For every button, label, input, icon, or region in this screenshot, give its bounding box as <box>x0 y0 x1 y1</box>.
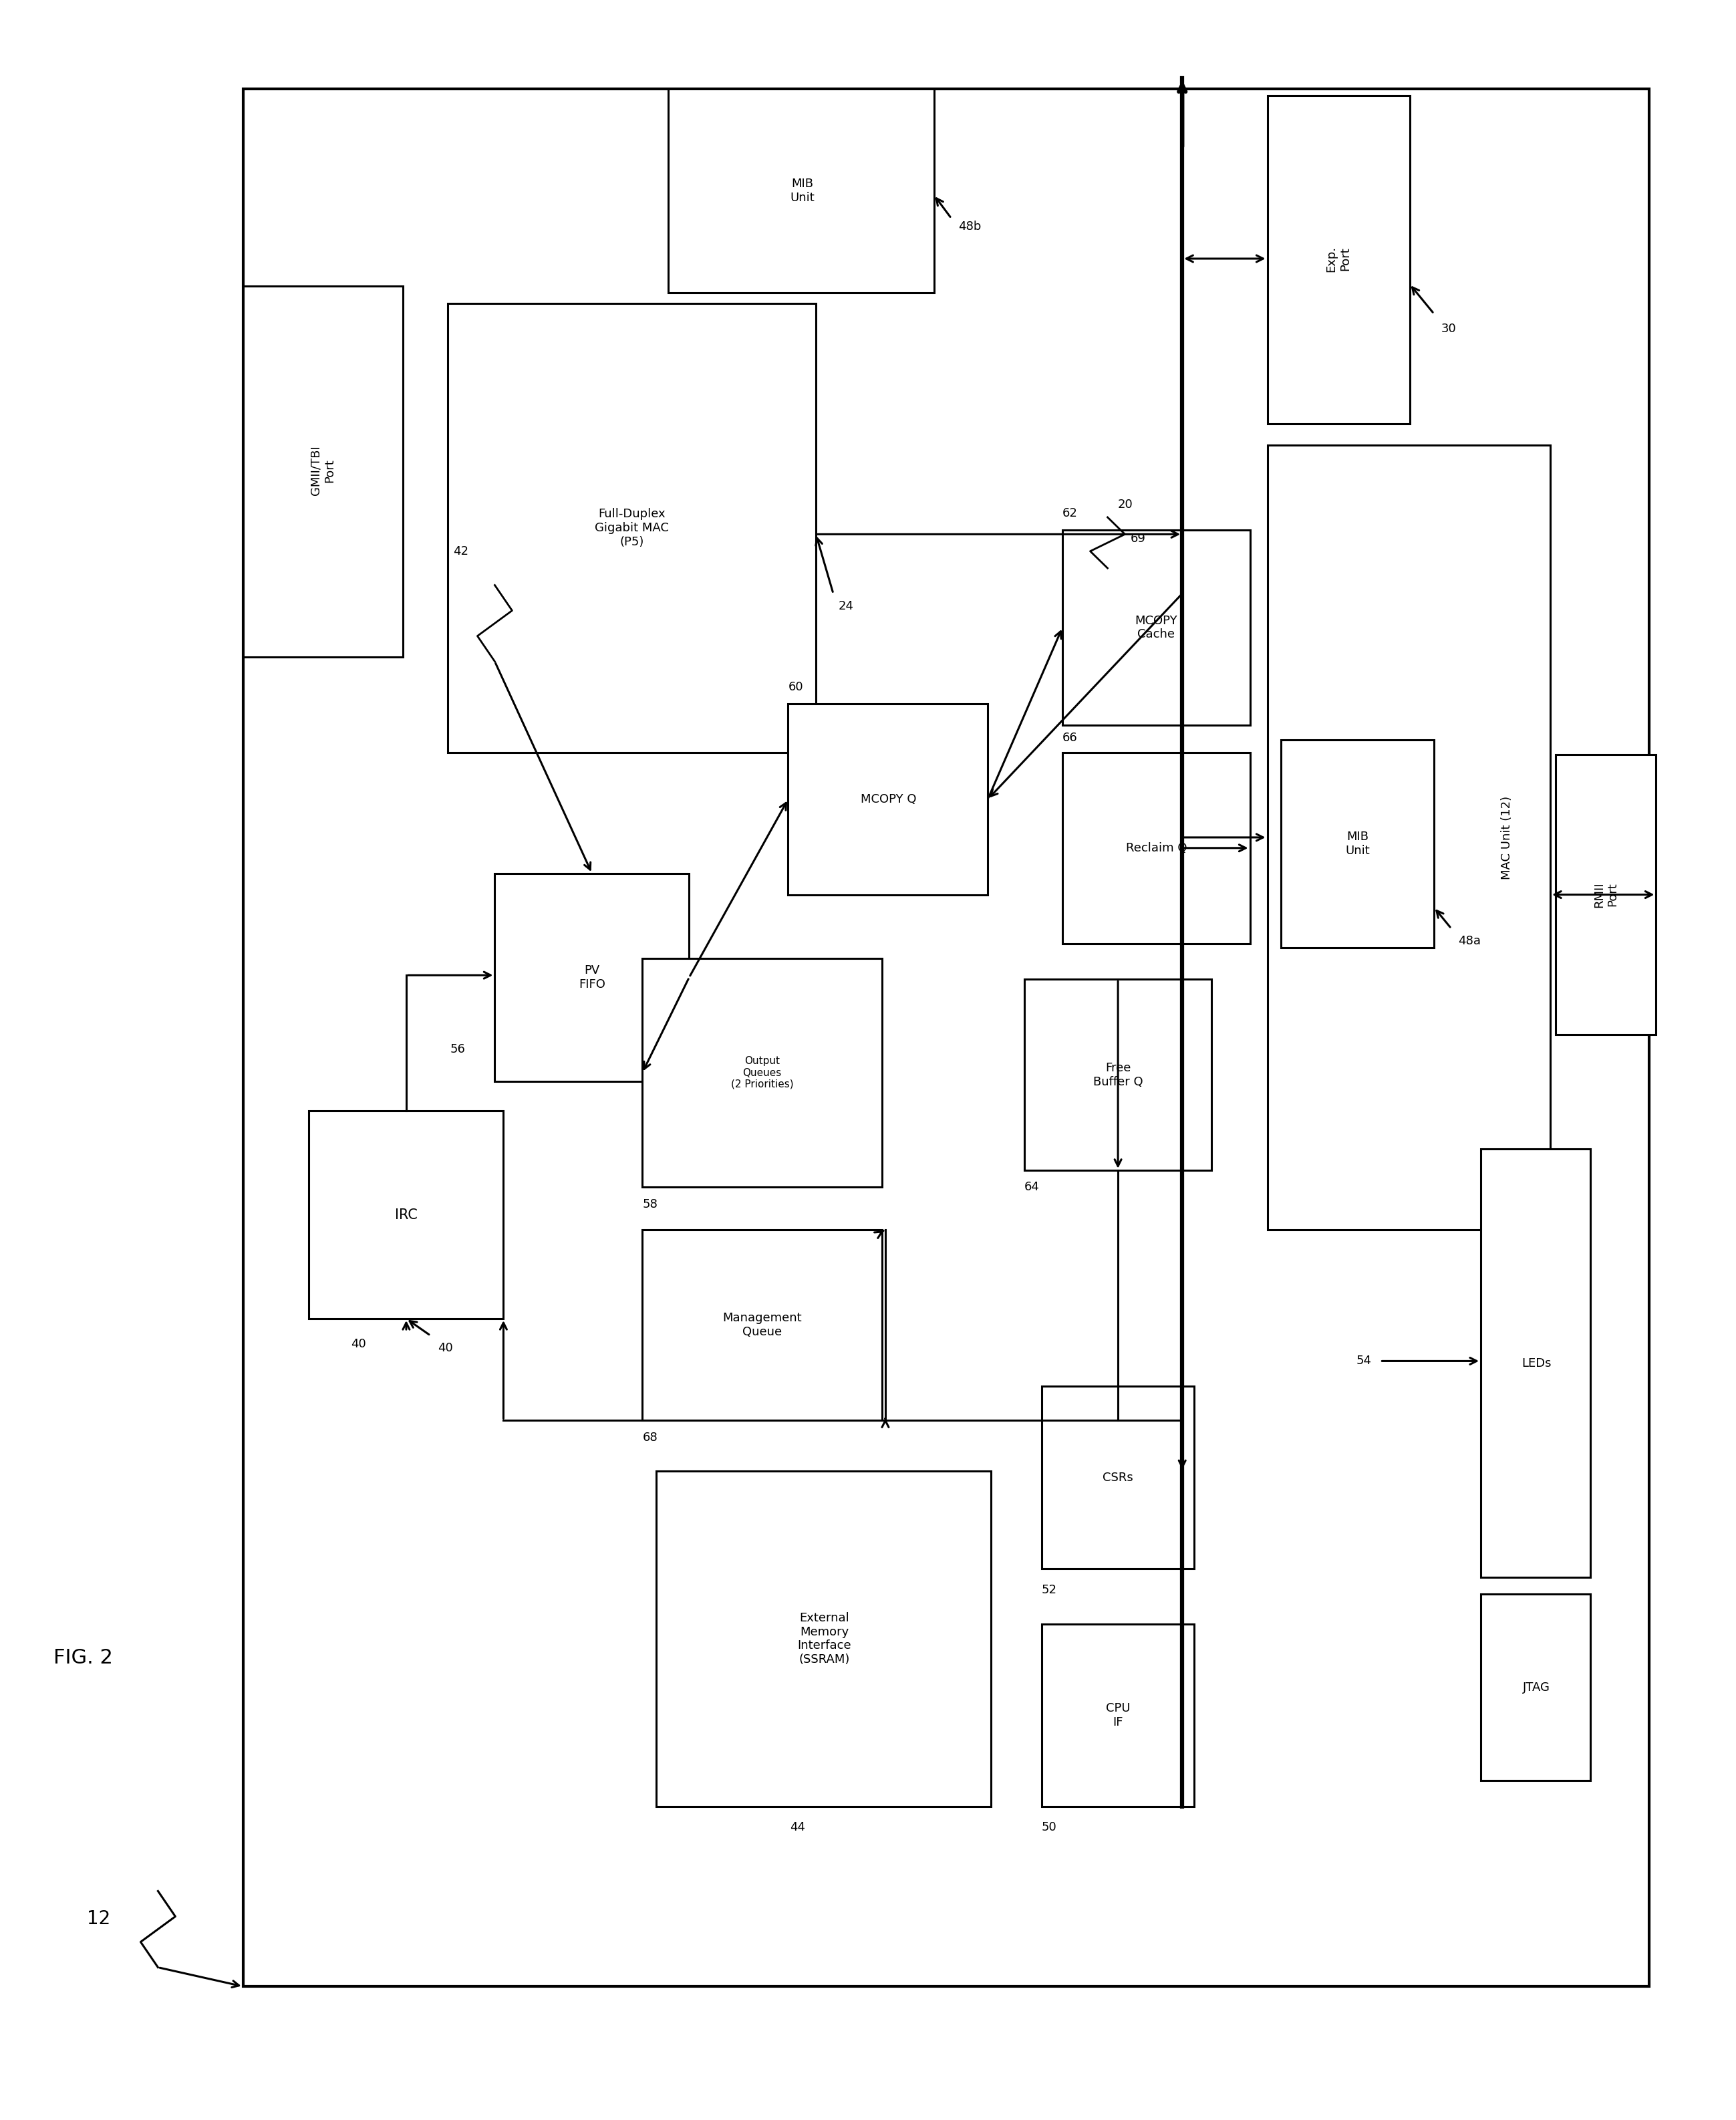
Bar <box>1062 753 1250 943</box>
Text: IRC: IRC <box>394 1208 418 1221</box>
Bar <box>642 958 882 1187</box>
Text: 56: 56 <box>450 1043 465 1056</box>
Text: 50: 50 <box>1042 1821 1057 1834</box>
Text: 68: 68 <box>642 1431 658 1444</box>
Text: 58: 58 <box>642 1198 658 1211</box>
Text: 20: 20 <box>1118 498 1132 511</box>
Text: 48b: 48b <box>958 220 981 233</box>
Text: CSRs: CSRs <box>1102 1471 1134 1484</box>
Text: Full-Duplex
Gigabit MAC
(P5): Full-Duplex Gigabit MAC (P5) <box>595 509 668 547</box>
Bar <box>1481 1594 1590 1781</box>
Bar <box>1555 755 1656 1035</box>
Bar <box>1281 740 1434 948</box>
Bar <box>448 303 816 753</box>
Text: Output
Queues
(2 Priorities): Output Queues (2 Priorities) <box>731 1056 793 1090</box>
Text: External
Memory
Interface
(SSRAM): External Memory Interface (SSRAM) <box>797 1611 852 1666</box>
Text: LEDs: LEDs <box>1521 1357 1552 1370</box>
Text: 52: 52 <box>1042 1584 1057 1596</box>
Text: 66: 66 <box>1062 731 1078 744</box>
Text: FIG. 2: FIG. 2 <box>54 1647 113 1668</box>
Text: 42: 42 <box>453 545 469 558</box>
Text: 64: 64 <box>1024 1181 1040 1194</box>
Bar <box>1267 95 1410 424</box>
Bar <box>1042 1386 1194 1569</box>
Text: JTAG: JTAG <box>1522 1681 1550 1694</box>
Text: GMII/TBI
Port: GMII/TBI Port <box>311 445 335 496</box>
Text: 60: 60 <box>788 681 804 693</box>
Text: PV
FIFO: PV FIFO <box>578 965 606 990</box>
Bar <box>1481 1149 1590 1577</box>
Text: RMII
Port: RMII Port <box>1594 882 1618 907</box>
Text: 30: 30 <box>1441 322 1457 335</box>
Text: 69: 69 <box>1130 532 1146 545</box>
Text: Free
Buffer Q: Free Buffer Q <box>1094 1062 1142 1088</box>
Text: MIB
Unit: MIB Unit <box>1345 831 1370 856</box>
Bar <box>1024 979 1212 1170</box>
Text: Exp.
Port: Exp. Port <box>1326 246 1351 271</box>
Text: 40: 40 <box>351 1338 366 1350</box>
Text: 44: 44 <box>790 1821 806 1834</box>
Bar <box>1267 445 1550 1230</box>
Bar <box>309 1111 503 1319</box>
Bar <box>243 89 1649 1986</box>
Text: MCOPY Q: MCOPY Q <box>861 793 917 806</box>
Text: 12: 12 <box>87 1910 111 1927</box>
Bar <box>642 1230 882 1420</box>
Text: MAC Unit (12): MAC Unit (12) <box>1502 795 1512 880</box>
Text: 54: 54 <box>1356 1355 1371 1367</box>
Bar <box>788 704 988 895</box>
Text: 48a: 48a <box>1458 935 1481 948</box>
Bar <box>243 286 403 657</box>
Bar <box>656 1471 991 1806</box>
Text: 40: 40 <box>437 1342 453 1355</box>
Text: MIB
Unit: MIB Unit <box>790 178 814 204</box>
Bar <box>1042 1624 1194 1806</box>
Bar <box>495 873 689 1081</box>
Text: 62: 62 <box>1062 507 1078 519</box>
Text: CPU
IF: CPU IF <box>1106 1702 1130 1728</box>
Bar <box>1062 530 1250 725</box>
Text: Management
Queue: Management Queue <box>722 1312 802 1338</box>
Bar <box>668 89 934 293</box>
Text: 24: 24 <box>838 600 854 613</box>
Text: MCOPY
Cache: MCOPY Cache <box>1135 615 1177 640</box>
Text: Reclaim Q: Reclaim Q <box>1125 842 1187 854</box>
Bar <box>495 541 1264 1452</box>
